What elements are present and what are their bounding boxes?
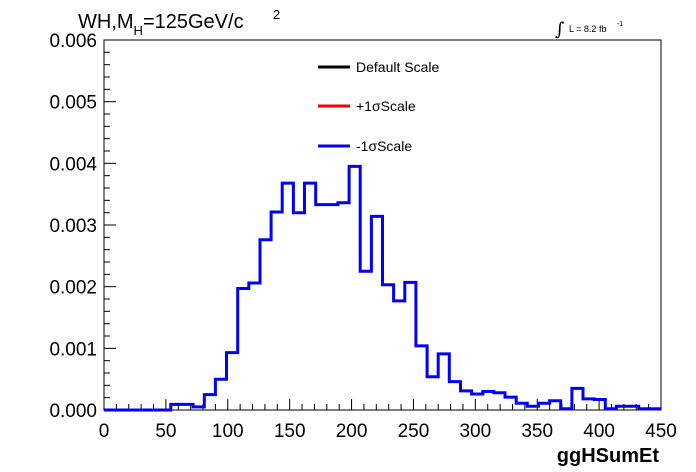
y-tick-label: 0.004 <box>49 154 97 175</box>
histogram-series-line <box>104 164 661 412</box>
legend-label-default: Default Scale <box>356 59 439 75</box>
x-tick-label: 150 <box>274 421 306 442</box>
lumi-integral-symbol: ∫ <box>555 19 565 40</box>
series-layer <box>104 164 661 412</box>
x-tick-label: 350 <box>521 421 553 442</box>
y-tick-label: 0.002 <box>49 278 97 299</box>
title-superscript: 2 <box>273 7 280 22</box>
x-axis: 0 50 100 150 200 250 300 350 400 450 <box>99 399 677 442</box>
x-tick-label: 100 <box>212 421 244 442</box>
x-axis-label: ggHSumEt <box>557 445 660 467</box>
x-tick-label: 300 <box>459 421 491 442</box>
y-tick-label: 0.003 <box>49 216 97 237</box>
y-axis: 0.000 0.001 0.002 0.003 0.004 0.005 0.006 <box>49 31 116 422</box>
x-tick-label: 0 <box>99 421 110 442</box>
y-tick-label: 0.000 <box>49 401 97 422</box>
x-tick-label: 50 <box>155 421 176 442</box>
x-tick-label: 400 <box>583 421 615 442</box>
title-rest: =125GeV/c <box>143 11 244 33</box>
title-main: WH,M <box>78 11 134 33</box>
y-tick-label: 0.001 <box>49 339 97 360</box>
y-tick-label: 0.005 <box>49 93 97 114</box>
x-tick-label: 450 <box>645 421 677 442</box>
x-tick-label: 250 <box>398 421 430 442</box>
legend-label-plus: +1σScale <box>356 98 416 114</box>
title-sub: H <box>134 23 143 38</box>
lumi-superscript: -1 <box>617 21 623 28</box>
plot-title: WH,MH=125GeV/c <box>78 11 244 38</box>
legend-label-minus: -1σScale <box>356 138 412 154</box>
legend: Default Scale +1σScale -1σScale <box>318 59 439 154</box>
y-tick-label: 0.006 <box>49 31 97 52</box>
lumi-label: L = 8.2 fb <box>569 24 606 34</box>
x-tick-label: 200 <box>336 421 368 442</box>
